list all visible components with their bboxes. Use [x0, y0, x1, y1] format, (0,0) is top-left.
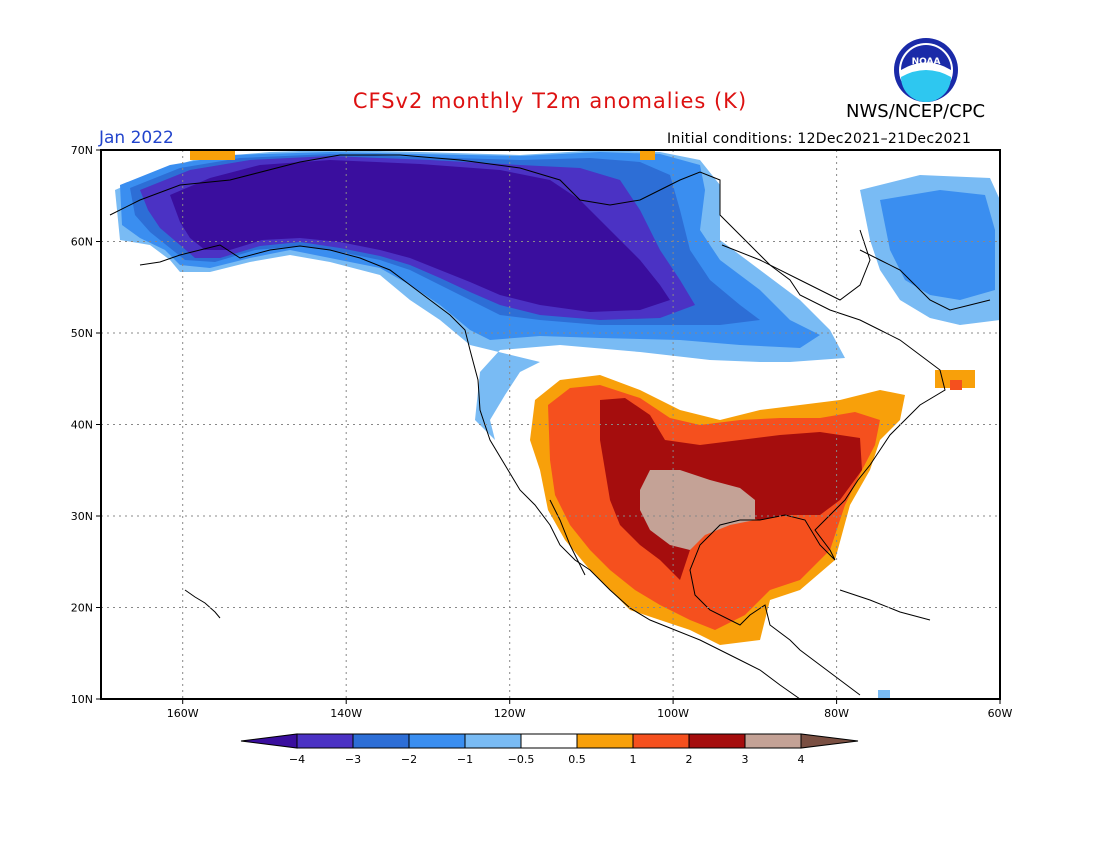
colorbar-label-2: −2 — [401, 753, 417, 766]
colorbar-label-1: −3 — [345, 753, 361, 766]
lon-label-140w: 140W — [330, 707, 362, 720]
colorbar-label-3: −1 — [457, 753, 473, 766]
lat-label-20n: 20N — [71, 602, 93, 615]
agency-label: NWS/NCEP/CPC — [846, 101, 986, 122]
chart-title: CFSv2 monthly T2m anomalies (K) — [352, 89, 748, 113]
lon-label-120w: 120W — [494, 707, 526, 720]
logo-text: NOAA — [912, 57, 941, 67]
anomaly-region-labrador-blue — [880, 190, 995, 300]
noaa-logo-icon: NOAA — [894, 38, 958, 102]
colorbar-label-4: −0.5 — [508, 753, 535, 766]
colorbar-box-8 — [688, 733, 746, 749]
anomaly-region-texas-tan — [640, 470, 755, 550]
colorbar-label-0: −4 — [289, 753, 305, 766]
lat-label-30n: 30N — [71, 510, 93, 523]
anomaly-region-canada-deep-purple — [170, 160, 670, 312]
lon-label-100w: 100W — [657, 707, 689, 720]
initial-conditions-label: Initial conditions: 12Dec2021–21Dec2021 — [667, 131, 972, 147]
colorbar-box-3 — [408, 733, 466, 749]
anomaly-patch-newfoundland-red — [950, 380, 962, 390]
colorbar-label-7: 2 — [686, 753, 693, 766]
map-plot-area — [115, 150, 1000, 699]
anomaly-patch-arctic-orange — [190, 150, 235, 160]
colorbar-label-5: 0.5 — [568, 753, 586, 766]
anomaly-patch-nova-scotia-orange — [935, 370, 975, 388]
lat-label-50n: 50N — [71, 327, 93, 340]
colorbar-upper-arrow — [800, 733, 859, 749]
lon-label-160w: 160W — [167, 707, 199, 720]
lon-label-80w: 80W — [824, 707, 849, 720]
colorbar: −4 −3 −2 −1 −0.5 0.5 1 2 3 4 — [240, 733, 859, 766]
colorbar-box-4 — [464, 733, 522, 749]
colorbar-label-6: 1 — [630, 753, 637, 766]
lat-label-70n: 70N — [71, 144, 93, 157]
anomaly-patch-caribbean-blue — [878, 690, 890, 699]
colorbar-lower-arrow — [240, 733, 298, 749]
colorbar-box-2 — [352, 733, 410, 749]
graticule — [101, 150, 1000, 699]
lat-label-10n: 10N — [71, 693, 93, 706]
lat-label-60n: 60N — [71, 236, 93, 249]
colorbar-box-7 — [632, 733, 690, 749]
tick-marks — [96, 149, 1001, 704]
lon-label-60w: 60W — [988, 707, 1013, 720]
colorbar-label-8: 3 — [742, 753, 749, 766]
colorbar-box-6 — [576, 733, 634, 749]
forecast-month-label: Jan 2022 — [99, 128, 174, 148]
colorbar-label-9: 4 — [798, 753, 805, 766]
anomaly-patch-greenland-orange — [640, 150, 655, 160]
lat-label-40n: 40N — [71, 419, 93, 432]
colorbar-box-5 — [520, 733, 578, 749]
colorbar-box-1 — [296, 733, 354, 749]
colorbar-box-9 — [744, 733, 802, 749]
